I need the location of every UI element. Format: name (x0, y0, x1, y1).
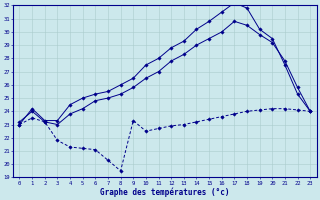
X-axis label: Graphe des températures (°c): Graphe des températures (°c) (100, 187, 229, 197)
